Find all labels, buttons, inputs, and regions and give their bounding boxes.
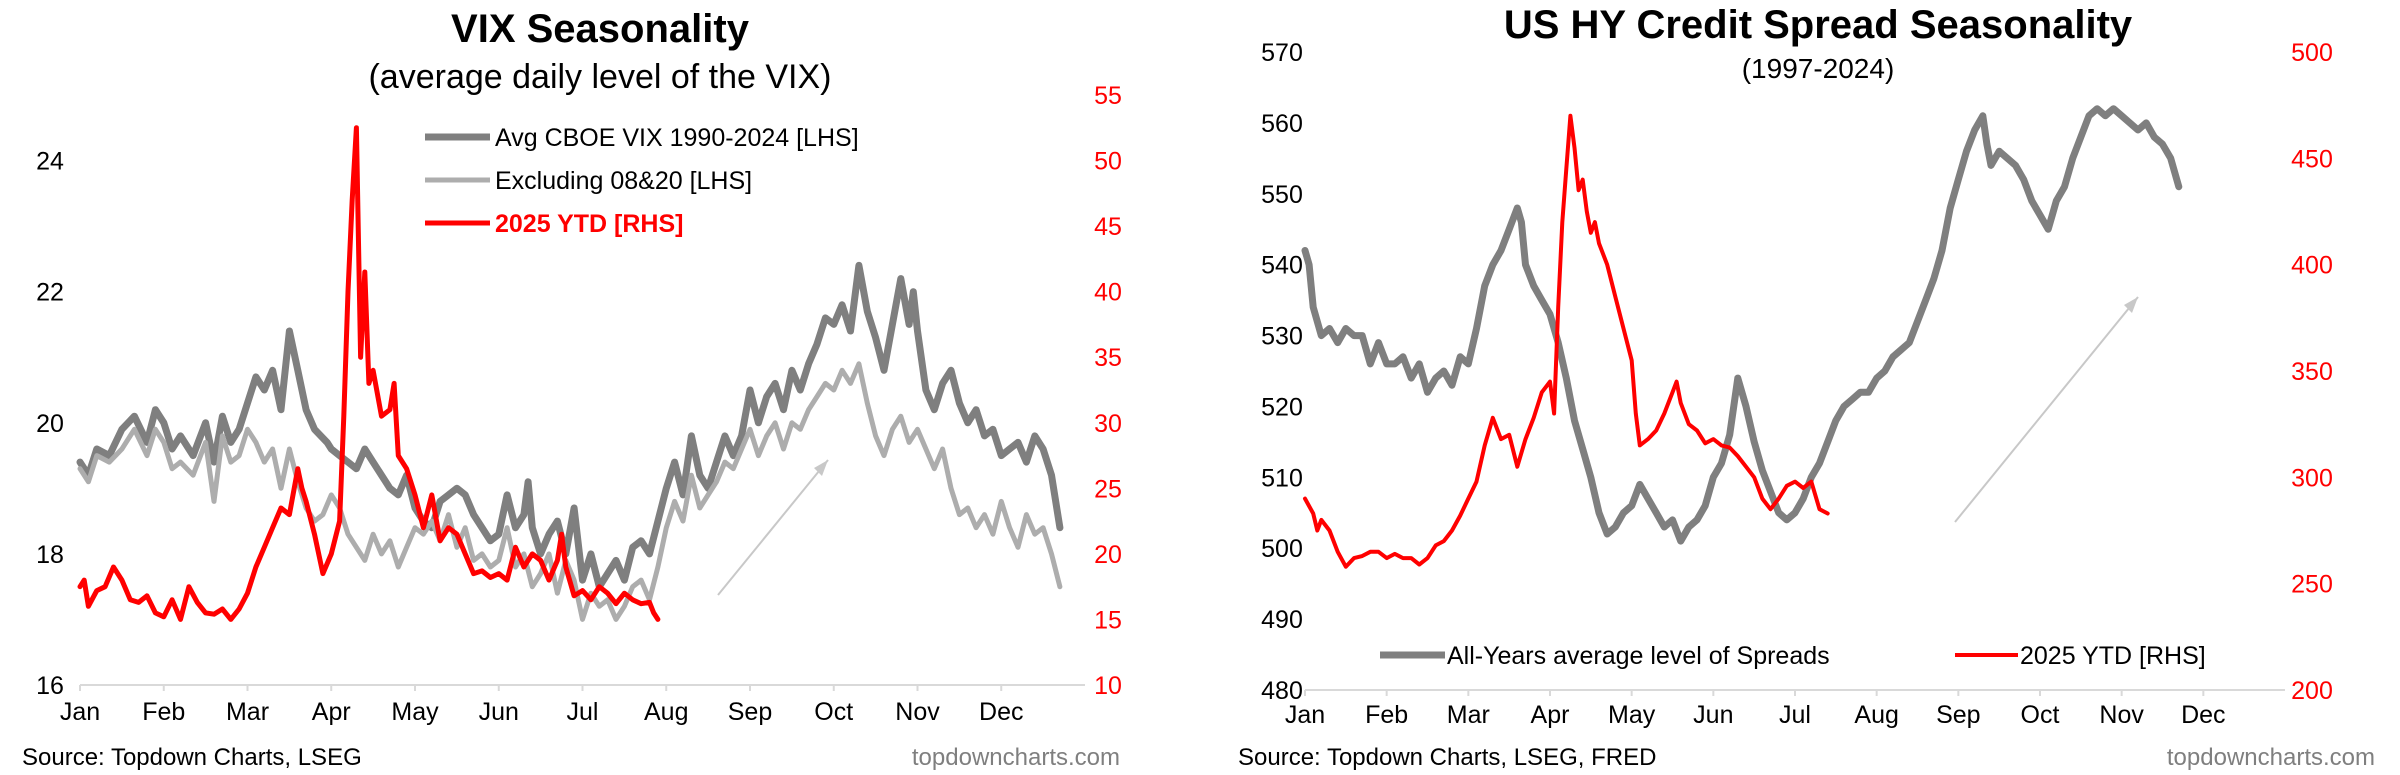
hy-y-right-tick-label: 300 bbox=[2291, 464, 2333, 492]
vix-x-tick-label: Apr bbox=[312, 698, 351, 726]
hy-x-tick-label: Feb bbox=[1365, 701, 1408, 729]
vix-y-right-tick-label: 45 bbox=[1094, 213, 1122, 241]
vix-x-tick-label: Aug bbox=[644, 698, 688, 726]
vix-y-left-tick-label: 24 bbox=[36, 148, 64, 176]
vix-y-right-tick-label: 20 bbox=[1094, 541, 1122, 569]
hy-y-right-tick-label: 400 bbox=[2291, 252, 2333, 280]
vix-y-right-tick-label: 40 bbox=[1094, 279, 1122, 307]
legend-label-avg: Avg CBOE VIX 1990-2024 [LHS] bbox=[495, 124, 859, 152]
legend-label-hy-ytd: 2025 YTD [RHS] bbox=[2020, 642, 2206, 670]
hy-y-left-tick-label: 540 bbox=[1261, 252, 1303, 280]
vix-x-tick-label: Jul bbox=[567, 698, 599, 726]
vix-x-tick-label: Mar bbox=[226, 698, 269, 726]
hy-series-line-2 bbox=[1303, 113, 1830, 569]
vix-x-tick-label: Jan bbox=[60, 698, 100, 726]
vix-chart: VIX Seasonality (average daily level of … bbox=[22, 7, 1122, 771]
vix-y-right-tick-label: 50 bbox=[1094, 148, 1122, 176]
vix-y-left-tick-label: 22 bbox=[36, 279, 64, 307]
hy-trend-arrow bbox=[1954, 296, 2139, 523]
hy-y-right-tick-label: 350 bbox=[2291, 358, 2333, 386]
vix-y-left-tick-label: 18 bbox=[36, 541, 64, 569]
hy-x-tick-label: Jul bbox=[1779, 701, 1811, 729]
hy-y-left-tick-label: 530 bbox=[1261, 323, 1303, 351]
vix-brand: topdowncharts.com bbox=[912, 744, 1120, 771]
hy-series-line-1 bbox=[1301, 105, 2183, 545]
hy-series-lines bbox=[1301, 105, 2183, 569]
vix-trend-arrowhead bbox=[814, 460, 828, 476]
hy-y-left-tick-label: 500 bbox=[1261, 535, 1303, 563]
hy-x-tick-label: Oct bbox=[2021, 701, 2060, 729]
hy-y-left-tick-label: 520 bbox=[1261, 393, 1303, 421]
hy-y-right-tick-label: 250 bbox=[2291, 571, 2333, 599]
hy-y-left-tick-label: 570 bbox=[1261, 39, 1303, 67]
legend-label-ytd: 2025 YTD [RHS] bbox=[495, 210, 684, 238]
hy-y-right-tick-label: 500 bbox=[2291, 39, 2333, 67]
hy-y-right-tick-label: 450 bbox=[2291, 145, 2333, 173]
hy-brand: topdowncharts.com bbox=[2167, 744, 2375, 771]
vix-y-right-tick-label: 15 bbox=[1094, 606, 1122, 634]
vix-y-left-tick-label: 16 bbox=[36, 672, 64, 700]
hy-chart-title: US HY Credit Spread Seasonality bbox=[1504, 3, 2133, 47]
hy-x-tick-label: Apr bbox=[1531, 701, 1570, 729]
vix-series-line-1 bbox=[76, 261, 1064, 591]
hy-chart-subtitle: (1997-2024) bbox=[1742, 53, 1895, 84]
vix-series-lines bbox=[76, 125, 1064, 622]
hy-x-tick-label: Aug bbox=[1854, 701, 1898, 729]
vix-chart-title: VIX Seasonality bbox=[451, 7, 750, 51]
hy-legend: All-Years average level of Spreads 2025 … bbox=[1380, 642, 2206, 670]
legend-label-hy-avg: All-Years average level of Spreads bbox=[1447, 642, 1830, 670]
hy-x-tick-label: Mar bbox=[1447, 701, 1490, 729]
hy-y-right-tick-label: 200 bbox=[2291, 677, 2333, 705]
legend-label-excl: Excluding 08&20 [LHS] bbox=[495, 167, 752, 195]
hy-y-left-tick-label: 490 bbox=[1261, 606, 1303, 634]
hy-x-tick-label: Jan bbox=[1285, 701, 1325, 729]
hy-x-tick-label: Nov bbox=[2099, 701, 2144, 729]
vix-trend-arrow bbox=[717, 459, 829, 596]
hy-trend-arrowhead bbox=[2124, 297, 2138, 313]
vix-y-right-tick-label: 10 bbox=[1094, 672, 1122, 700]
vix-source: Source: Topdown Charts, LSEG bbox=[22, 744, 362, 771]
vix-x-tick-label: Sep bbox=[728, 698, 772, 726]
vix-x-tick-label: Feb bbox=[142, 698, 185, 726]
vix-axes: Jan Feb Mar Apr May Jun Jul Aug Sep Oct Nov Dec 16 18… bbox=[36, 82, 1122, 726]
vix-y-right-tick-label: 30 bbox=[1094, 410, 1122, 438]
hy-source: Source: Topdown Charts, LSEG, FRED bbox=[1238, 744, 1656, 771]
hy-x-tick-label: Jun bbox=[1693, 701, 1733, 729]
vix-x-tick-label: Dec bbox=[979, 698, 1023, 726]
vix-series-line-2 bbox=[77, 361, 1063, 622]
hy-axes: Jan Feb Mar Apr May Jun Jul Aug Sep Oct Nov Dec 480 4… bbox=[1261, 39, 2333, 729]
hy-x-tick-label: May bbox=[1608, 701, 1656, 729]
vix-y-left-tick-label: 20 bbox=[36, 410, 64, 438]
vix-x-tick-label: Nov bbox=[895, 698, 940, 726]
hy-y-left-tick-label: 480 bbox=[1261, 677, 1303, 705]
hy-y-left-tick-label: 510 bbox=[1261, 464, 1303, 492]
hy-y-left-tick-label: 550 bbox=[1261, 181, 1303, 209]
vix-chart-subtitle: (average daily level of the VIX) bbox=[368, 58, 831, 96]
vix-y-right-tick-label: 25 bbox=[1094, 475, 1122, 503]
hy-x-tick-label: Dec bbox=[2181, 701, 2225, 729]
vix-x-tick-label: Oct bbox=[814, 698, 853, 726]
vix-y-right-tick-label: 35 bbox=[1094, 344, 1122, 372]
vix-x-tick-label: May bbox=[391, 698, 439, 726]
hy-x-tick-label: Sep bbox=[1936, 701, 1980, 729]
vix-y-right-tick-label: 55 bbox=[1094, 82, 1122, 110]
hy-y-left-tick-label: 560 bbox=[1261, 110, 1303, 138]
vix-legend: Avg CBOE VIX 1990-2024 [LHS] Excluding 0… bbox=[425, 124, 859, 238]
vix-series-line-3 bbox=[77, 125, 661, 622]
hy-spread-chart: US HY Credit Spread Seasonality (1997-20… bbox=[1238, 3, 2375, 771]
vix-x-tick-label: Jun bbox=[479, 698, 519, 726]
